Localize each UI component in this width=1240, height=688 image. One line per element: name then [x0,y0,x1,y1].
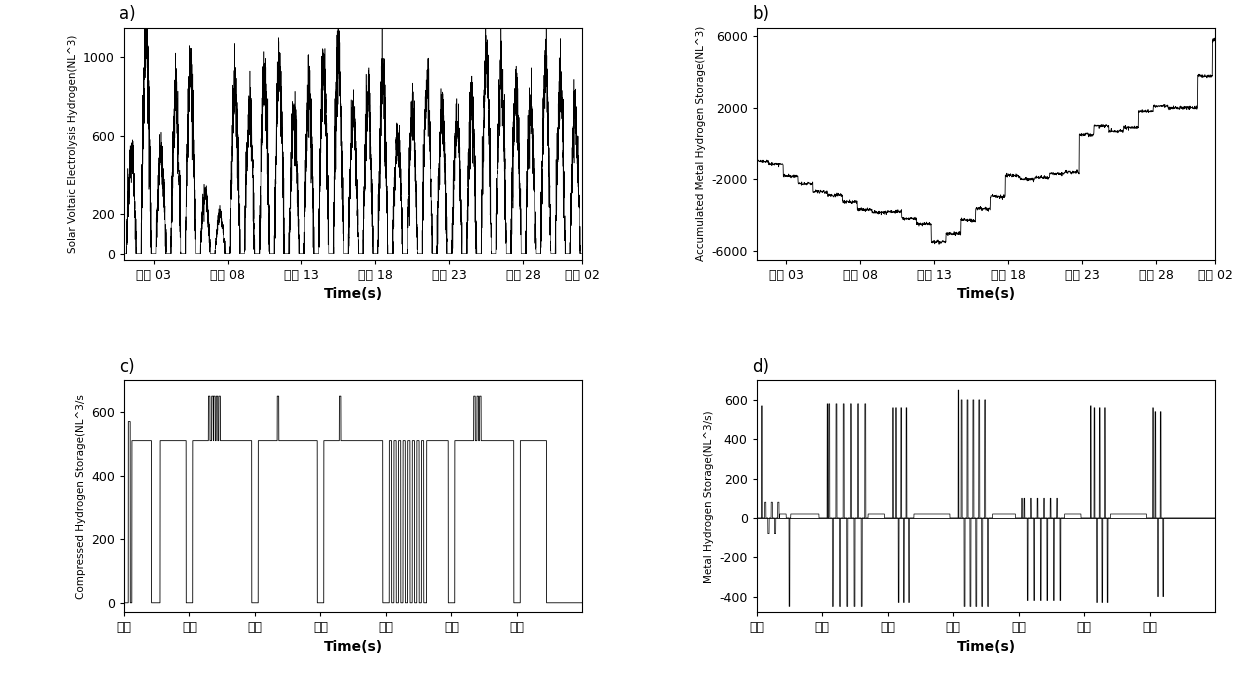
Y-axis label: Accumulated Metal Hydrogen Storage(NL^3): Accumulated Metal Hydrogen Storage(NL^3) [696,26,706,261]
X-axis label: Time(s): Time(s) [324,287,383,301]
Y-axis label: Solar Voltaic Electrolysis Hydrogen(NL^3): Solar Voltaic Electrolysis Hydrogen(NL^3… [67,34,78,252]
X-axis label: Time(s): Time(s) [956,287,1016,301]
Text: c): c) [119,358,135,376]
Y-axis label: Compressed Hydrogen Storage(NL^3/s: Compressed Hydrogen Storage(NL^3/s [76,394,86,599]
X-axis label: Time(s): Time(s) [956,640,1016,654]
X-axis label: Time(s): Time(s) [324,640,383,654]
Text: b): b) [753,5,769,23]
Y-axis label: Metal Hydrogen Storage(NL^3/s): Metal Hydrogen Storage(NL^3/s) [704,410,714,583]
Text: a): a) [119,5,136,23]
Text: d): d) [753,358,769,376]
